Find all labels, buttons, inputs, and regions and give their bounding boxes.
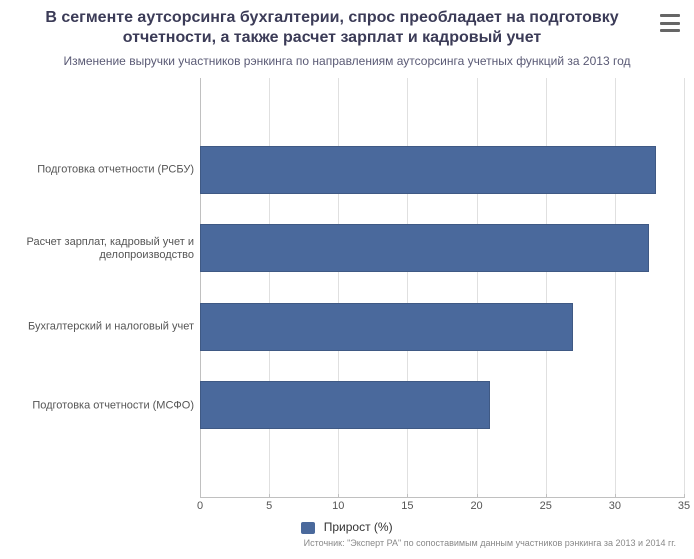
legend: Прирост (%) xyxy=(10,520,684,534)
x-tick-mark xyxy=(200,494,201,498)
legend-swatch xyxy=(301,522,315,534)
y-axis-label: Подготовка отчетности (МСФО) xyxy=(14,400,194,413)
x-tick-label: 35 xyxy=(678,500,690,512)
gridline xyxy=(338,78,339,497)
x-tick-label: 0 xyxy=(197,500,203,512)
menu-icon[interactable] xyxy=(660,14,680,32)
bar xyxy=(200,224,649,272)
x-tick-label: 10 xyxy=(332,500,344,512)
gridline xyxy=(615,78,616,497)
x-tick-mark xyxy=(546,494,547,498)
legend-label: Прирост (%) xyxy=(324,520,393,534)
chart-subtitle: Изменение выручки участников рэнкинга по… xyxy=(10,54,684,78)
x-tick-mark xyxy=(407,494,408,498)
y-axis-line xyxy=(200,78,201,497)
x-tick-mark xyxy=(477,494,478,498)
y-axis-label: Подготовка отчетности (РСБУ) xyxy=(14,163,194,176)
chart-container: В сегменте аутсорсинга бухгалтерии, спро… xyxy=(0,0,694,559)
x-axis-ticks: 05101520253035 xyxy=(200,498,684,516)
source-text: Источник: "Эксперт РА" по сопоставимым д… xyxy=(10,534,684,548)
x-tick-mark xyxy=(338,494,339,498)
chart-title: В сегменте аутсорсинга бухгалтерии, спро… xyxy=(10,8,684,54)
x-tick-mark xyxy=(615,494,616,498)
y-axis-label: Расчет зарплат, кадровый учет и делопрои… xyxy=(14,235,194,261)
plot-area: Подготовка отчетности (РСБУ) Расчет зарпл… xyxy=(10,78,684,498)
gridline xyxy=(546,78,547,497)
y-axis-labels: Подготовка отчетности (РСБУ) Расчет зарпл… xyxy=(10,78,200,498)
gridline xyxy=(684,78,685,497)
x-tick-mark xyxy=(684,494,685,498)
bar xyxy=(200,381,490,429)
bar xyxy=(200,146,656,194)
plot-grid xyxy=(200,78,684,498)
x-tick-label: 5 xyxy=(266,500,272,512)
bar xyxy=(200,303,573,351)
x-tick-mark xyxy=(269,494,270,498)
gridline xyxy=(269,78,270,497)
y-axis-label: Бухгалтерский и налоговый учет xyxy=(14,321,194,334)
x-tick-label: 20 xyxy=(470,500,482,512)
gridline xyxy=(477,78,478,497)
gridline xyxy=(407,78,408,497)
x-tick-label: 25 xyxy=(540,500,552,512)
x-tick-label: 15 xyxy=(401,500,413,512)
x-tick-label: 30 xyxy=(609,500,621,512)
